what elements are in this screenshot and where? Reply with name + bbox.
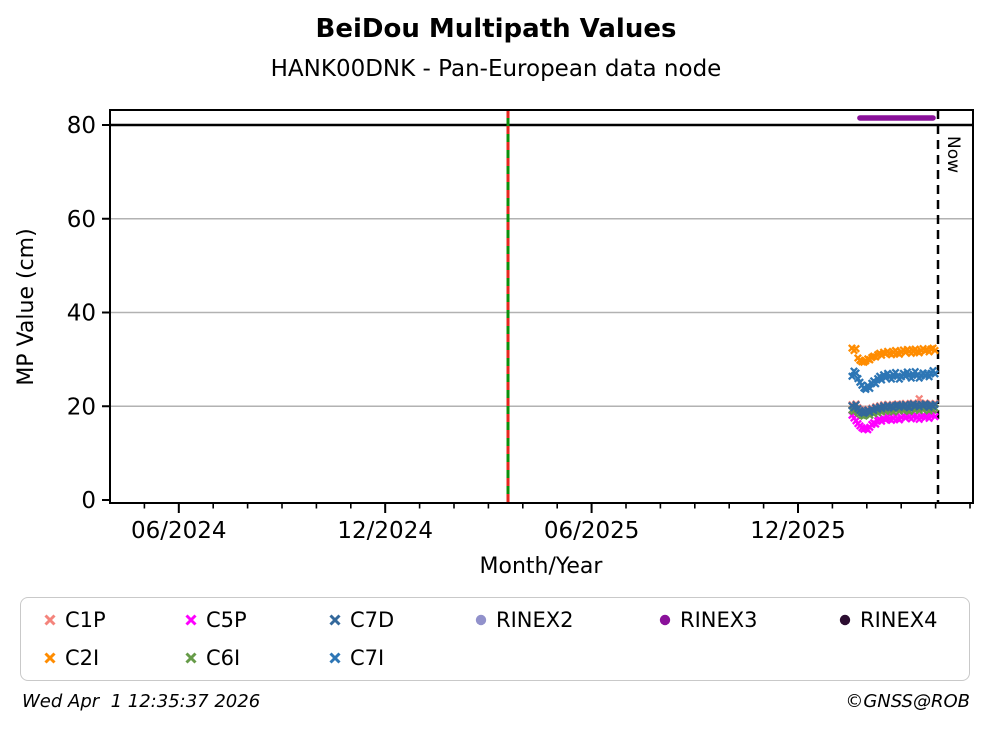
x-tick-label: 06/2025 [544,518,640,544]
legend-item-rinex2: RINEX2 [474,608,574,632]
legend-item-c7i: C7I [328,646,384,670]
legend-label: C7D [350,608,395,632]
y-tick-label: 20 [67,394,96,420]
legend-label: C6I [206,646,241,670]
legend-item-c2i: C2I [43,646,99,670]
y-tick-label: 0 [81,488,96,514]
plot-timestamp: Wed Apr 1 12:35:37 2026 [22,691,261,712]
legend-item-c1p: C1P [43,608,106,632]
legend-label: C7I [350,646,385,670]
x-axis-label: Month/Year [480,554,604,579]
y-tick-label: 80 [67,113,96,139]
series-C7I [847,366,940,394]
legend-label: C1P [65,608,106,632]
series-C5P-points [847,410,940,434]
series-C7D [847,399,940,418]
circle-marker-icon [659,614,671,626]
chart-title: BeiDou Multipath Values [315,14,677,44]
x-tick-label: 06/2024 [131,518,227,544]
chart-subtitle: HANK00DNK - Pan-European data node [270,56,722,82]
series-C2I [847,344,940,367]
x-marker-icon [329,614,341,626]
circle-marker-icon [475,614,487,626]
y-tick-label: 60 [67,207,96,233]
x-marker-icon [329,652,341,664]
reference-lines [110,110,973,503]
plot-border [109,109,974,504]
data-series [847,115,940,434]
grid-lines [110,217,973,408]
now-line-label: Now [943,136,963,173]
legend: C1P C5P C7D RINEX2 RINEX3 RINEX4 C2I C6I C7I [20,597,970,681]
x-marker-icon [44,652,56,664]
legend-item-rinex4: RINEX4 [838,608,938,632]
legend-item-c6i: C6I [184,646,240,670]
x-marker-icon [185,614,197,626]
legend-label: RINEX2 [496,608,574,632]
y-tick-label: 40 [67,301,96,327]
multipath-plot: 06/2024 12/2024 06/2025 12/2025 0 20 40 60 80 Mo… [14,109,974,579]
legend-label: RINEX4 [860,608,938,632]
legend-label: RINEX3 [680,608,758,632]
legend-item-rinex3: RINEX3 [658,608,758,632]
legend-label: C5P [206,608,247,632]
legend-label: C2I [65,646,100,670]
y-axis-label: MP Value (cm) [14,228,39,385]
x-tick-label: 12/2024 [337,518,433,544]
circle-marker-icon [839,614,851,626]
series-C2I-points [847,344,940,367]
x-tick-label: 12/2025 [750,518,846,544]
x-marker-icon [185,652,197,664]
series-C7I-points [847,366,940,394]
legend-item-c7d: C7D [328,608,394,632]
series-C5P [847,410,940,434]
credit-label: ©GNSS@ROB [845,691,970,712]
axis-ticks: 06/2024 12/2024 06/2025 12/2025 0 20 40 60 80 [67,113,971,544]
series-C7D-points [847,399,940,418]
x-marker-icon [44,614,56,626]
legend-item-c5p: C5P [184,608,247,632]
